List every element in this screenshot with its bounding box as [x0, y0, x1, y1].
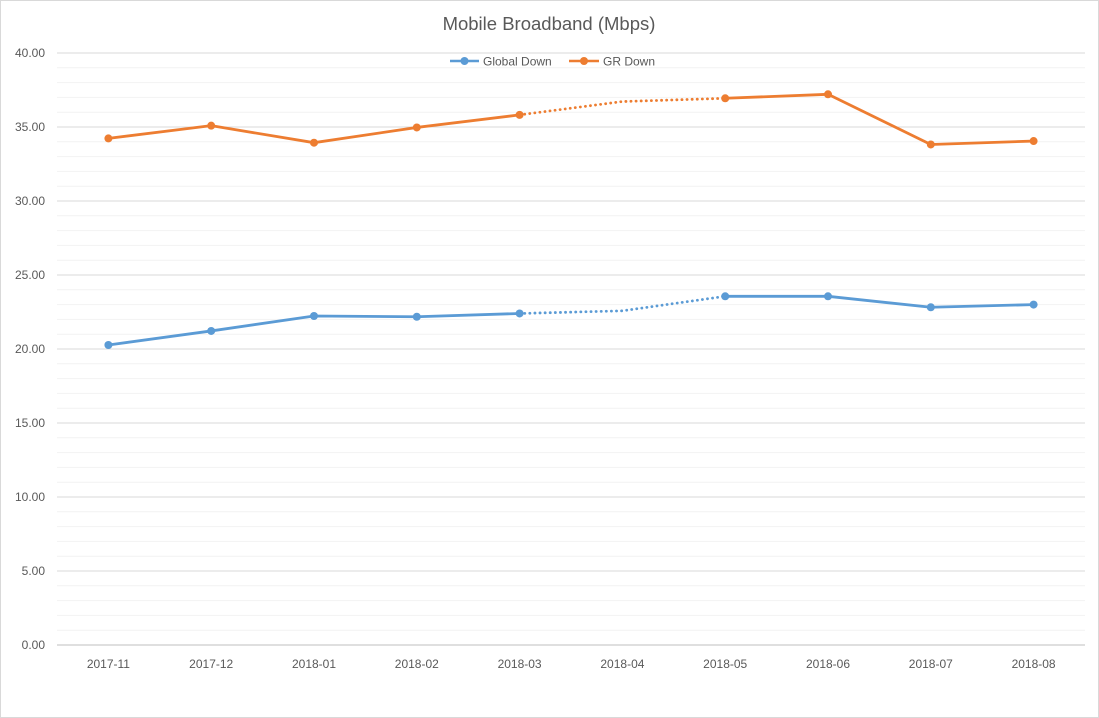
legend-label-global-down: Global Down [483, 55, 552, 69]
x-tick-label: 2018-04 [600, 657, 644, 671]
series-gap-line-global-down [518, 294, 727, 315]
x-tick-label: 2018-06 [806, 657, 850, 671]
series-gr-down [104, 90, 1038, 149]
data-point-gr-down [926, 140, 935, 149]
data-point-global-down [824, 292, 832, 301]
data-point-gr-down [104, 134, 113, 143]
y-tick-label: 20.00 [15, 342, 45, 356]
legend-marker-global-down [460, 57, 469, 65]
x-tick-label: 2017-12 [189, 657, 233, 671]
data-point-global-down [1029, 300, 1038, 309]
series-layer [104, 90, 1038, 350]
y-tick-label: 10.00 [15, 490, 45, 504]
data-point-global-down [104, 341, 113, 350]
x-tick-label: 2018-07 [909, 657, 953, 671]
y-tick-label: 35.00 [15, 120, 45, 134]
legend-marker-gr-down [580, 57, 588, 65]
y-tick-label: 5.00 [22, 564, 46, 578]
data-point-global-down [412, 312, 421, 321]
series-gap-line-gr-down [518, 96, 727, 117]
data-point-global-down [207, 326, 216, 335]
series-global-down [104, 292, 1038, 350]
y-tick-label: 40.00 [15, 46, 45, 60]
y-axis-tick-labels: 0.00 5.00 10.00 15.00 20.00 25.00 30.00 35.00 40… [15, 46, 45, 652]
x-tick-label: 2017-11 [87, 657, 130, 671]
major-gridlines [57, 52, 1085, 646]
data-point-global-down [926, 303, 935, 312]
data-point-gr-down [412, 123, 421, 132]
data-point-gr-down [207, 121, 216, 130]
x-axis-tick-labels: 2017-11 2017-12 2018-01 2018-02 2018-03 2018-… [87, 657, 1056, 671]
legend-item-global-down[interactable]: Global Down [450, 55, 552, 69]
data-point-gr-down [1029, 137, 1038, 146]
data-point-gr-down [824, 90, 832, 99]
legend-item-gr-down[interactable]: GR Down [569, 55, 655, 69]
y-tick-label: 25.00 [15, 268, 45, 282]
x-tick-label: 2018-02 [395, 657, 439, 671]
data-point-gr-down [310, 138, 318, 147]
data-point-gr-down [721, 94, 730, 103]
y-tick-label: 0.00 [22, 638, 46, 652]
legend-label-gr-down: GR Down [603, 55, 655, 69]
data-point-gr-down [515, 110, 524, 119]
x-tick-label: 2018-05 [703, 657, 747, 671]
y-tick-label: 30.00 [15, 194, 45, 208]
x-tick-label: 2018-08 [1012, 657, 1056, 671]
x-tick-label: 2018-03 [498, 657, 542, 671]
data-point-global-down [721, 292, 730, 301]
series-line-global-down [723, 294, 1035, 309]
x-tick-label: 2018-01 [292, 657, 336, 671]
data-point-global-down [310, 311, 318, 320]
series-line-gr-down [723, 92, 1035, 146]
legend: Global Down GR Down [450, 55, 655, 69]
series-line-gr-down [107, 113, 521, 145]
data-point-global-down [515, 309, 524, 318]
y-tick-label: 15.00 [15, 416, 45, 430]
minor-gridlines [57, 67, 1085, 631]
chart-title: Mobile Broadband (Mbps) [443, 13, 656, 34]
